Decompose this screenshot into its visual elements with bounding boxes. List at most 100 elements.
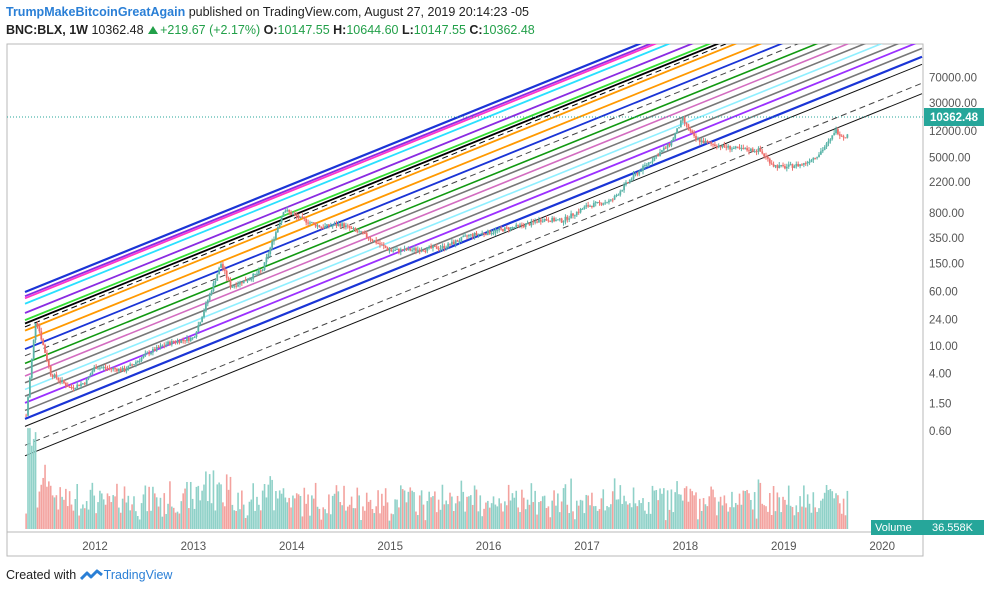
- candle-body: [30, 358, 33, 378]
- footer: Created with TradingView: [6, 568, 172, 582]
- volume-bar: [791, 507, 794, 529]
- candle-body: [136, 361, 139, 363]
- volume-bar: [89, 489, 92, 529]
- volume-bar: [441, 484, 444, 529]
- volume-bar: [445, 500, 448, 529]
- plot-area[interactable]: [6, 43, 924, 557]
- candle-body: [284, 210, 287, 213]
- candle-body: [38, 325, 41, 332]
- volume-bar: [197, 485, 200, 529]
- candle-body: [452, 241, 455, 245]
- volume-bar: [454, 503, 457, 529]
- volume-bar: [545, 508, 548, 529]
- channel-line: [24, 44, 653, 298]
- candle-body: [233, 285, 236, 287]
- candle-body: [153, 349, 156, 351]
- time-tick-label: 2013: [181, 541, 207, 553]
- candle-body: [312, 222, 315, 224]
- volume-bar: [259, 510, 262, 529]
- candle-body: [63, 380, 65, 384]
- candle-body: [235, 285, 238, 287]
- volume-bar: [174, 512, 177, 529]
- candle-body: [715, 146, 718, 148]
- volume-bar: [653, 490, 656, 529]
- candle-body: [460, 237, 463, 241]
- candle-body: [689, 129, 692, 131]
- volume-bar: [432, 496, 434, 529]
- volume-bar: [329, 514, 332, 529]
- volume-bar: [411, 490, 413, 529]
- candle-body: [407, 248, 410, 251]
- volume-bar: [415, 511, 417, 529]
- volume-bar: [638, 500, 641, 529]
- volume-bar: [772, 486, 775, 529]
- price-axis[interactable]: 70000.00 30000.00 12000.00 5000.00 2200.00 80…: [929, 72, 977, 438]
- volume-bar: [551, 500, 553, 529]
- candle-body: [496, 230, 499, 232]
- volume-bar: [734, 502, 737, 529]
- volume-bar: [199, 500, 202, 529]
- candle-body: [755, 151, 758, 153]
- volume-bar: [44, 464, 46, 529]
- tradingview-brand-link[interactable]: TradingView: [103, 568, 173, 582]
- volume-bar: [394, 499, 396, 529]
- volume-bar: [680, 494, 682, 529]
- candle-body: [398, 249, 400, 252]
- volume-bar: [220, 484, 222, 529]
- tradingview-logo-icon: [79, 569, 103, 581]
- volume-bar: [439, 509, 442, 529]
- volume-bar: [566, 504, 569, 529]
- candle-body: [267, 254, 270, 258]
- volume-bar: [434, 491, 436, 529]
- candle-body: [507, 227, 510, 230]
- volume-bar: [500, 503, 502, 529]
- candle-body: [85, 378, 88, 385]
- channel-line: [24, 44, 712, 321]
- candle-body: [276, 227, 279, 233]
- volume-bar: [426, 500, 429, 529]
- candle-body: [178, 340, 181, 343]
- volume-bar: [522, 497, 525, 529]
- candle-body: [757, 148, 760, 152]
- volume-bar: [203, 484, 205, 529]
- volume-bar: [521, 489, 523, 529]
- candle-body: [538, 219, 540, 223]
- volume-bar: [579, 499, 582, 529]
- candle-body: [759, 148, 762, 152]
- volume-bar: [456, 495, 459, 529]
- candle-body: [405, 248, 408, 251]
- last-price-tag: [924, 108, 984, 126]
- candle-body: [611, 199, 614, 201]
- volume-bar: [36, 507, 39, 529]
- candle-body: [687, 124, 690, 130]
- candle-body: [596, 201, 599, 203]
- candle-body: [390, 250, 393, 252]
- candle-body: [411, 249, 414, 251]
- candle-body: [583, 206, 586, 209]
- candle-body: [644, 165, 646, 167]
- candle-body: [700, 140, 703, 143]
- candle-body: [840, 135, 843, 137]
- volume-bar: [171, 506, 173, 529]
- author-link[interactable]: TrumpMakeBitcoinGreatAgain: [6, 5, 186, 19]
- candle-body: [51, 375, 54, 377]
- volume-bar: [97, 502, 99, 529]
- volume-bar: [511, 493, 514, 529]
- candle-body: [810, 160, 813, 162]
- candle-body: [513, 227, 516, 229]
- candle-body: [401, 249, 404, 251]
- volume-bar: [540, 501, 542, 529]
- candle-body: [566, 216, 569, 220]
- volume-bar: [602, 489, 605, 529]
- candle-body: [668, 143, 671, 146]
- time-axis[interactable]: 2012 2013 2014 2015 2016 2017 2018 2019 2020: [82, 541, 895, 553]
- price-tick-label: 10.00: [929, 341, 958, 353]
- volume-bar: [661, 493, 663, 529]
- candle-body: [437, 248, 440, 250]
- candle-body: [220, 264, 222, 268]
- volume-bar: [399, 485, 402, 529]
- volume-bar: [116, 483, 118, 529]
- candle-body: [271, 241, 274, 248]
- channel-line: [24, 44, 799, 357]
